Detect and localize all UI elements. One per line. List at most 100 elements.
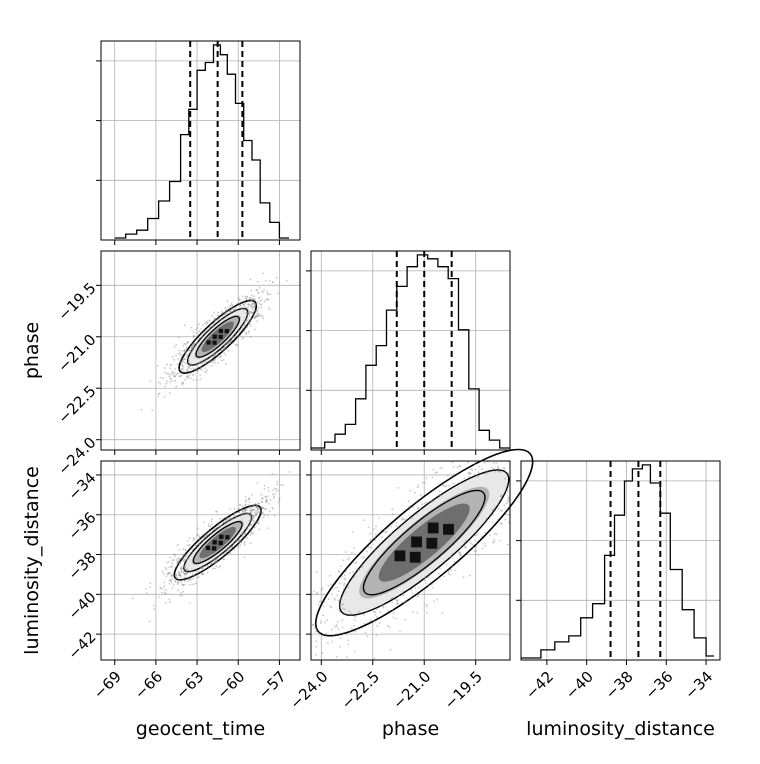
sample-point bbox=[206, 329, 209, 332]
sample-point bbox=[264, 279, 267, 282]
sample-point bbox=[180, 565, 183, 568]
sample-point bbox=[277, 292, 279, 295]
sample-point bbox=[216, 354, 219, 356]
sample-point bbox=[222, 553, 225, 556]
sample-point bbox=[267, 514, 269, 517]
sample-point bbox=[199, 331, 202, 334]
sample-point bbox=[240, 304, 242, 307]
sample-point bbox=[231, 546, 234, 549]
sample-point bbox=[253, 504, 256, 507]
sample-point bbox=[246, 295, 249, 298]
sample-point bbox=[244, 296, 247, 299]
sample-point bbox=[194, 328, 197, 331]
sample-point bbox=[250, 300, 253, 302]
sample-point bbox=[252, 514, 255, 517]
sample-point bbox=[335, 656, 338, 658]
sample-point bbox=[353, 650, 356, 653]
sample-point bbox=[247, 300, 250, 302]
sample-point bbox=[174, 368, 176, 370]
sample-point bbox=[229, 310, 231, 312]
sample-point bbox=[227, 349, 230, 352]
sample-point bbox=[215, 559, 218, 561]
sample-point bbox=[182, 367, 185, 369]
sample-point bbox=[233, 336, 236, 338]
sample-point bbox=[201, 360, 204, 363]
sample-point bbox=[475, 534, 478, 537]
sample-point bbox=[223, 558, 226, 561]
sample-point bbox=[226, 313, 229, 315]
sample-point bbox=[180, 370, 183, 372]
sample-point bbox=[341, 607, 344, 610]
sample-point bbox=[188, 364, 190, 366]
sample-point bbox=[183, 566, 186, 568]
sample-point bbox=[500, 495, 503, 498]
sample-point bbox=[181, 362, 183, 365]
sample-point bbox=[178, 579, 180, 581]
sample-point bbox=[178, 573, 180, 575]
sample-point bbox=[167, 560, 170, 563]
sample-point bbox=[188, 349, 191, 352]
sample-point bbox=[426, 576, 429, 578]
sample-point bbox=[212, 359, 215, 362]
sample-point bbox=[342, 631, 345, 634]
sample-point bbox=[229, 517, 231, 520]
sample-point bbox=[474, 550, 476, 553]
sample-point bbox=[469, 542, 472, 544]
sample-point bbox=[175, 354, 177, 357]
sample-point bbox=[230, 308, 233, 310]
density-core-cell bbox=[225, 535, 230, 540]
sample-point bbox=[178, 574, 181, 577]
sample-point bbox=[184, 555, 187, 558]
sample-point bbox=[391, 597, 393, 600]
sample-point bbox=[383, 528, 386, 531]
sample-point bbox=[424, 579, 427, 582]
sample-point bbox=[239, 544, 242, 546]
sample-point bbox=[246, 314, 249, 316]
sample-point bbox=[241, 511, 244, 514]
sample-point bbox=[234, 308, 237, 311]
sample-point bbox=[345, 551, 347, 553]
sample-point bbox=[255, 288, 258, 291]
sample-point bbox=[421, 481, 424, 484]
sample-point bbox=[217, 566, 220, 569]
sample-point bbox=[170, 566, 173, 569]
sample-point bbox=[238, 302, 241, 305]
sample-point bbox=[218, 356, 221, 359]
sample-point bbox=[454, 569, 457, 572]
sample-point bbox=[470, 468, 472, 470]
sample-point bbox=[499, 471, 501, 474]
sample-point bbox=[391, 597, 394, 600]
sample-point bbox=[449, 555, 452, 558]
sample-point bbox=[322, 605, 325, 608]
sample-point bbox=[241, 326, 244, 329]
sample-point bbox=[216, 510, 218, 513]
sample-point bbox=[500, 523, 503, 526]
sample-point bbox=[225, 551, 228, 553]
sample-point bbox=[424, 502, 426, 505]
sample-point bbox=[195, 364, 198, 367]
sample-point bbox=[263, 300, 266, 303]
sample-point bbox=[507, 500, 509, 503]
sample-point bbox=[246, 311, 249, 314]
sample-point bbox=[206, 564, 209, 566]
sample-point bbox=[243, 513, 246, 516]
sample-point bbox=[432, 500, 435, 503]
sample-point bbox=[459, 553, 462, 556]
sample-point bbox=[186, 376, 189, 378]
sample-point bbox=[213, 361, 216, 364]
sample-point bbox=[492, 461, 495, 464]
sample-point bbox=[184, 352, 187, 354]
sample-point bbox=[402, 593, 404, 596]
sample-point bbox=[374, 614, 377, 616]
sample-point bbox=[239, 335, 242, 337]
sample-point bbox=[241, 505, 244, 508]
sample-point bbox=[253, 526, 256, 529]
sample-point bbox=[224, 346, 226, 349]
sample-point bbox=[315, 653, 317, 656]
sample-point bbox=[254, 502, 257, 505]
sample-point bbox=[191, 573, 194, 576]
sample-point bbox=[183, 568, 186, 570]
sample-point bbox=[246, 527, 248, 530]
sample-point bbox=[232, 512, 235, 515]
sample-point bbox=[240, 504, 242, 506]
